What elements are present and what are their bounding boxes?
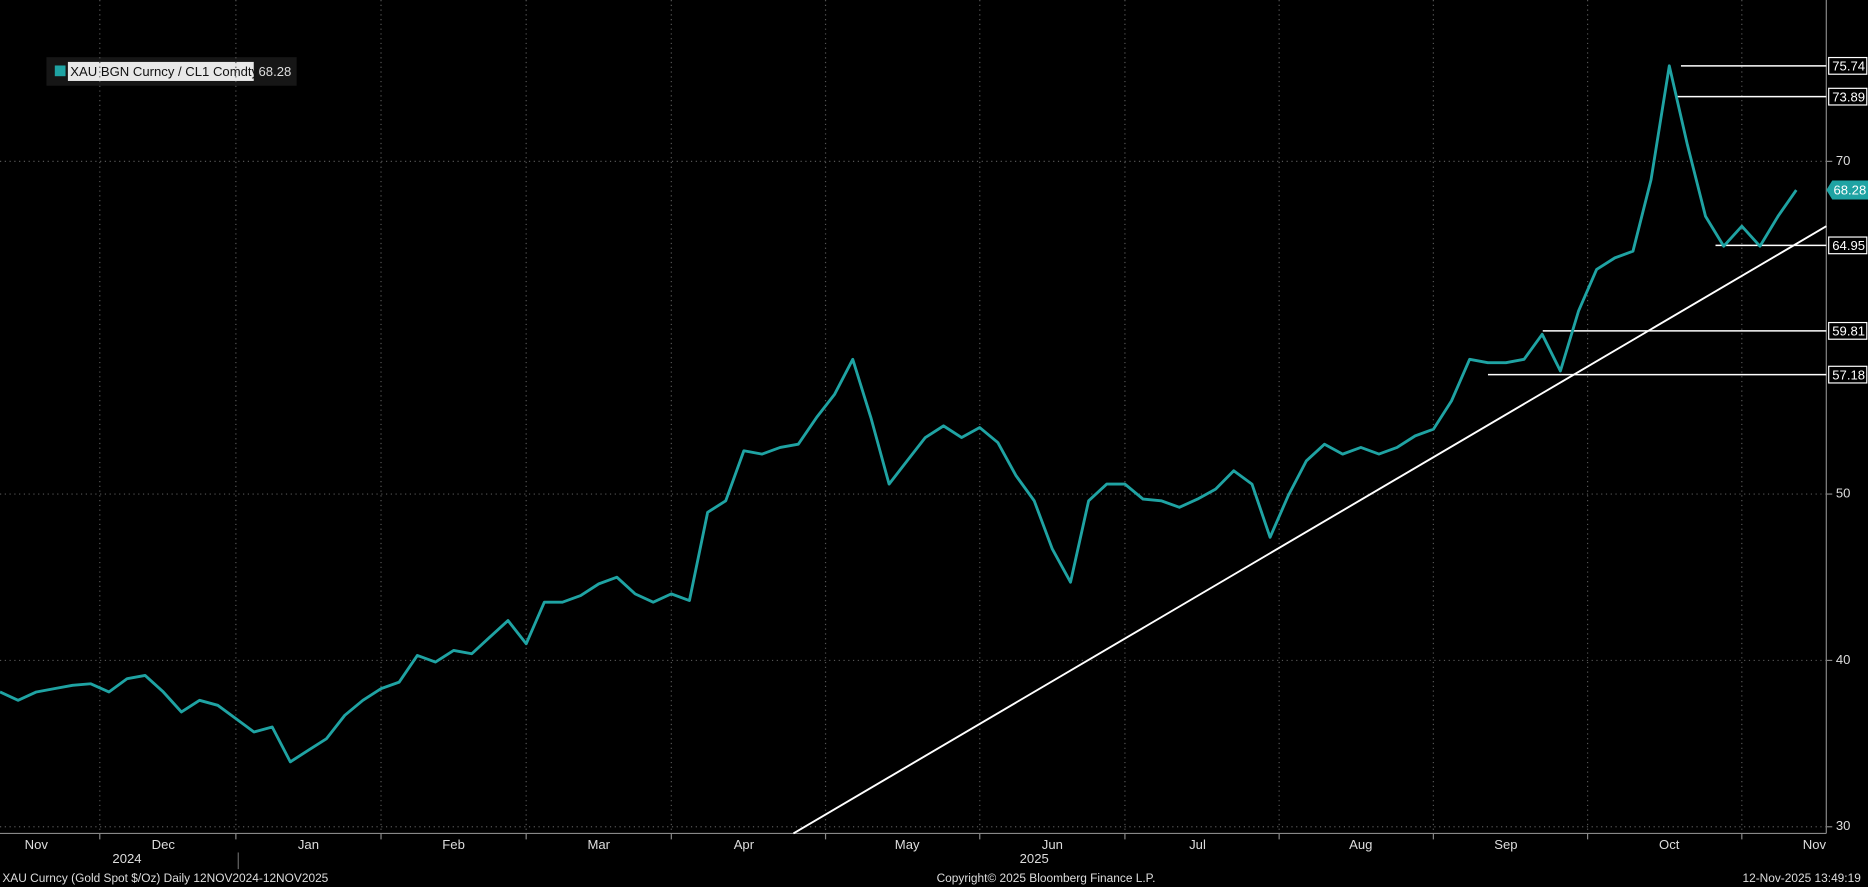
- level-tag: [1828, 365, 1868, 384]
- level-label: 73.89: [1832, 89, 1865, 104]
- y-tick-label: 30: [1836, 818, 1851, 833]
- footer-left: XAU Curncy (Gold Spot $/Oz) Daily 12NOV2…: [2, 871, 328, 885]
- x-tick-label: Aug: [1349, 837, 1372, 852]
- legend-value: 68.28: [259, 64, 292, 79]
- y-tick-label: 50: [1836, 486, 1851, 501]
- y-tick-label: 70: [1836, 153, 1851, 168]
- year-label: 2024: [112, 851, 141, 866]
- level-label: 57.18: [1832, 367, 1865, 382]
- y-tick-label: 40: [1836, 652, 1851, 667]
- legend-swatch: [54, 65, 66, 77]
- level-tag: [1828, 56, 1868, 75]
- last-value-label: 68.28: [1833, 183, 1866, 198]
- x-tick-label: Mar: [587, 837, 610, 852]
- footer-center: Copyright© 2025 Bloomberg Finance L.P.: [937, 871, 1156, 885]
- legend-label: XAU BGN Curncy / CL1 Comdty: [70, 64, 258, 79]
- x-tick-label: Nov: [1803, 837, 1827, 852]
- last-value-tag: [1826, 180, 1868, 200]
- level-tag: [1828, 87, 1868, 106]
- price-line: [0, 64, 1798, 764]
- x-tick-label: Jun: [1042, 837, 1063, 852]
- footer-right: 12-Nov-2025 13:49:19: [1742, 871, 1861, 885]
- level-label: 64.95: [1832, 238, 1865, 253]
- x-tick-label: May: [895, 837, 920, 852]
- level-label: 75.74: [1832, 59, 1865, 74]
- level-tag: [1828, 236, 1868, 255]
- level-tag: [1828, 321, 1868, 340]
- x-tick-label: Jan: [298, 837, 319, 852]
- x-tick-label: Oct: [1659, 837, 1680, 852]
- x-tick-label: Apr: [734, 837, 755, 852]
- x-tick-label: Feb: [442, 837, 465, 852]
- x-tick-label: Nov: [25, 837, 49, 852]
- x-tick-label: Jul: [1189, 837, 1206, 852]
- level-label: 59.81: [1832, 324, 1865, 339]
- x-tick-label: Dec: [152, 837, 176, 852]
- year-label: 2025: [1020, 851, 1049, 866]
- trendline: [792, 225, 1827, 835]
- x-tick-label: Sep: [1494, 837, 1517, 852]
- legend-highlight: [67, 61, 254, 81]
